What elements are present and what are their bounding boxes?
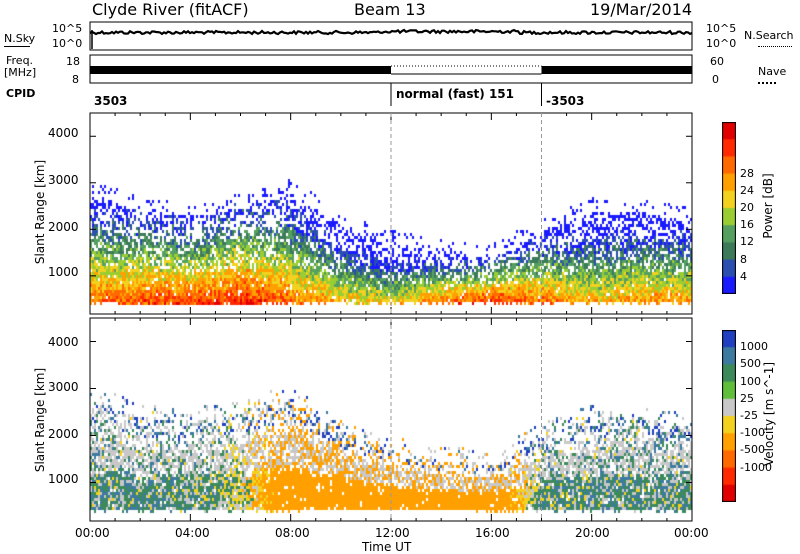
velocity-colorbar-tick: -1000 [740, 460, 772, 474]
power-ytick-1000: 1000 [48, 265, 79, 279]
velocity-colorbar-tick: -25 [740, 409, 758, 422]
nsearch-bottom-tick: 10^0 [706, 37, 737, 50]
xtick-1600: 16:00 [475, 526, 510, 540]
vel-ytick-2000: 2000 [48, 427, 79, 441]
velocity-colorbar-tick: 25 [740, 391, 754, 405]
freq-unit: [MHz] [4, 66, 37, 79]
freq-band-1 [90, 66, 391, 74]
power-colorbar-tick: 20 [740, 201, 754, 214]
xtick-0800: 08:00 [275, 526, 310, 540]
velocity-colorbar-tick: 500 [740, 357, 761, 371]
nave-bottom-tick: 0 [712, 73, 719, 86]
summary-strips [89, 21, 693, 106]
power-ylabel: Slant Range [km] [33, 159, 47, 265]
cpid-segment-2: normal (fast) 151 [396, 87, 514, 101]
nsearch-label: N.Search [744, 29, 794, 42]
vel-ytick-1000: 1000 [48, 472, 79, 486]
xtick-1200: 12:00 [375, 526, 410, 540]
velocity-colorbar-tick: -500 [740, 443, 765, 457]
power-colorbar-label: Power [dB] [761, 173, 775, 239]
power-colorbar-tick: 4 [740, 269, 747, 283]
xtick-2000: 20:00 [575, 526, 610, 540]
vel-ytick-4000: 4000 [48, 335, 79, 349]
velocity-colorbar-label: Velocity [m s^-1] [762, 361, 776, 466]
freq-bottom-tick: 8 [72, 73, 79, 86]
xtick-0000-end: 00:00 [674, 526, 709, 540]
nave-legend-line [758, 82, 776, 84]
nsky-trace [89, 28, 693, 36]
velocity-colorbar-tick: -100 [740, 426, 765, 440]
power-colorbar-tick: 24 [740, 183, 754, 197]
cpid-label: CPID [6, 87, 36, 100]
power-colorbar-tick: 8 [740, 252, 747, 266]
nsky-label: N.Sky [4, 32, 36, 45]
power-colorbar-tick: 12 [740, 235, 754, 249]
velocity-colorbar [722, 330, 736, 502]
freq-top-tick: 18 [66, 55, 80, 68]
nsearch-legend-line [758, 46, 792, 47]
xtick-0000-start: 00:00 [75, 526, 110, 540]
cpid-segment-1: 3503 [94, 94, 128, 108]
nsky-strip-frame [89, 21, 693, 51]
nave-top-tick: 60 [710, 55, 724, 68]
freq-band-3 [541, 66, 692, 74]
axes [89, 112, 693, 522]
cpid-segment-3: -3503 [546, 94, 585, 108]
power-ytick-4000: 4000 [48, 126, 79, 140]
velocity-ylabel: Slant Range [km] [33, 367, 47, 473]
nsky-underline [4, 46, 30, 47]
nsearch-top-tick: 10^5 [706, 22, 737, 35]
power-ytick-2000: 2000 [48, 220, 79, 234]
beam-title: Beam 13 [354, 0, 426, 19]
velocity-colorbar-tick: 100 [740, 374, 761, 388]
nsky-bottom-tick: 10^0 [52, 37, 83, 50]
nave-label: Nave [758, 65, 787, 78]
xtick-0400: 04:00 [175, 526, 210, 540]
station-title: Clyde River (fitACF) [92, 0, 249, 19]
power-colorbar-tick: 16 [740, 218, 754, 232]
power-ytick-3000: 3000 [48, 173, 79, 187]
power-colorbar [722, 122, 736, 294]
power-colorbar-tick: 28 [740, 166, 754, 180]
x-axis-label: Time UT [362, 540, 412, 554]
vel-ytick-3000: 3000 [48, 380, 79, 394]
nsky-top-tick: 10^5 [52, 22, 83, 35]
freq-label: Freq. [6, 54, 34, 67]
date-title: 19/Mar/2014 [590, 0, 693, 19]
velocity-colorbar-tick: 1000 [740, 340, 768, 354]
